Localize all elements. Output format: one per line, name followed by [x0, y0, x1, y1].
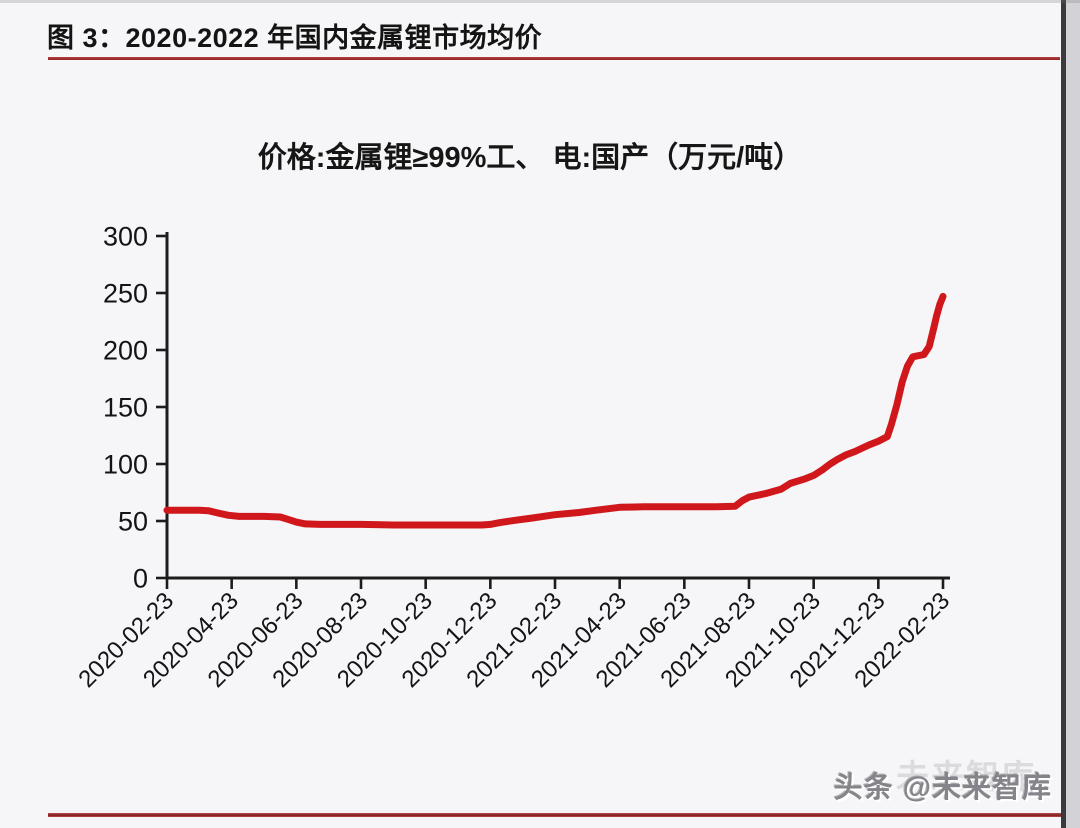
page-top-shadow: [0, 0, 1080, 3]
watermark-text: 头条 @未来智库: [833, 772, 1052, 804]
price-line: [163, 292, 947, 529]
y-tick-label: 100: [103, 450, 148, 480]
figure-title: 图 3：2020-2022 年国内金属锂市场均价: [47, 23, 543, 53]
y-tick-label: 200: [103, 336, 148, 366]
page-right-margin: [1066, 0, 1080, 828]
y-tick-label: 250: [103, 279, 148, 309]
y-tick-label: 0: [133, 564, 148, 594]
title-underline-rule: [48, 57, 1060, 60]
watermark-ghost-text: 未来智库: [896, 758, 1036, 795]
bottom-rule: [48, 813, 1063, 817]
page-right-border: [1061, 0, 1066, 828]
y-tick-label: 150: [103, 393, 148, 423]
y-tick-label: 50: [118, 507, 148, 537]
y-tick-label: 300: [103, 222, 148, 252]
chart-title: 价格:金属锂≥99%工、 电:国产（万元/吨）: [257, 142, 803, 174]
